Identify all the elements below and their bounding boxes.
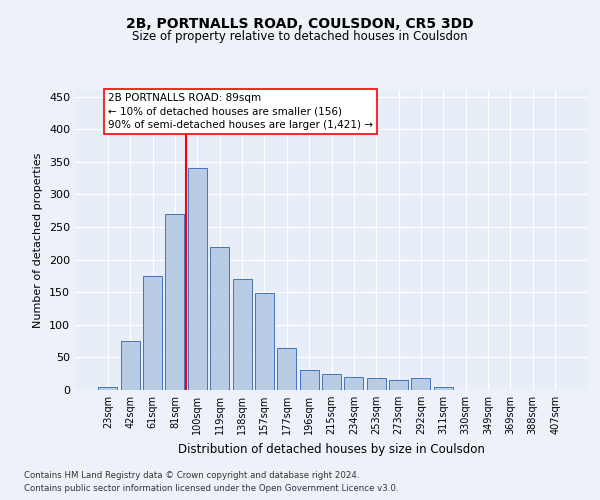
Bar [188,168,207,390]
Bar [233,279,251,390]
Bar [322,374,341,390]
Bar [434,386,453,390]
Text: 2B, PORTNALLS ROAD, COULSDON, CR5 3DD: 2B, PORTNALLS ROAD, COULSDON, CR5 3DD [126,18,474,32]
Bar [166,214,184,390]
Text: Contains public sector information licensed under the Open Government Licence v3: Contains public sector information licen… [24,484,398,493]
Bar [389,380,408,390]
Text: Size of property relative to detached houses in Coulsdon: Size of property relative to detached ho… [132,30,468,43]
Bar [367,378,386,390]
Bar [412,378,430,390]
Bar [210,246,229,390]
Bar [255,294,274,390]
Y-axis label: Number of detached properties: Number of detached properties [34,152,43,328]
Bar [277,348,296,390]
Bar [143,276,162,390]
Bar [299,370,319,390]
Bar [121,341,140,390]
X-axis label: Distribution of detached houses by size in Coulsdon: Distribution of detached houses by size … [178,442,485,456]
Text: Contains HM Land Registry data © Crown copyright and database right 2024.: Contains HM Land Registry data © Crown c… [24,470,359,480]
Bar [98,386,118,390]
Text: 2B PORTNALLS ROAD: 89sqm
← 10% of detached houses are smaller (156)
90% of semi-: 2B PORTNALLS ROAD: 89sqm ← 10% of detach… [108,94,373,130]
Bar [344,377,364,390]
